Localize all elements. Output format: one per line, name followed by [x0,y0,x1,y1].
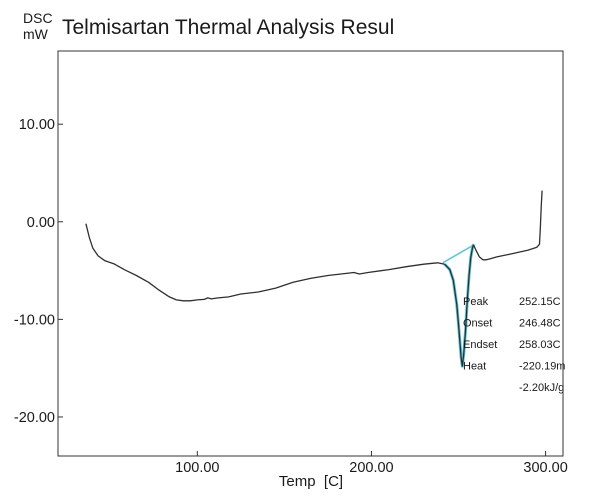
y-tick-label: -10.00 [14,312,55,328]
annotation-value: 252.15C [519,296,561,308]
annotation-label: Heat [463,361,486,373]
annotation-label: Endset [463,339,497,351]
peak-baseline [442,244,474,264]
x-tick-label: 300.00 [523,460,567,476]
peak-annotations: Peak 252.15C Onset 246.48C Endset 258.03C Heat… [463,296,565,394]
annotation-value: -220.19m [519,361,565,373]
annotation-label: Peak [463,296,489,308]
y-axis-ticks: 10.00 0.00 -10.00 -20.00 [14,117,63,426]
y-tick-label: -20.00 [14,410,55,426]
chart-title: Telmisartan Thermal Analysis Resul [62,16,394,39]
annotation-label: Onset [463,318,492,330]
dsc-curve-line [85,190,543,367]
y-tick-label: 10.00 [19,117,55,133]
y-axis-label-unit: mW [23,26,49,42]
x-tick-label: 200.00 [349,460,393,476]
y-tick-label: 0.00 [27,215,55,231]
y-axis-label-dsc: DSC [23,10,53,26]
annotation-value: -2.20kJ/g [519,382,564,394]
plot-border [57,50,564,457]
plot-area [57,50,564,457]
x-axis-label: Temp [C] [279,473,343,490]
x-tick-label: 100.00 [175,460,219,476]
x-axis-ticks: 100.00 200.00 300.00 [175,451,568,476]
annotation-value: 246.48C [519,318,561,330]
annotation-value: 258.03C [519,339,561,351]
data-lines [85,190,543,368]
